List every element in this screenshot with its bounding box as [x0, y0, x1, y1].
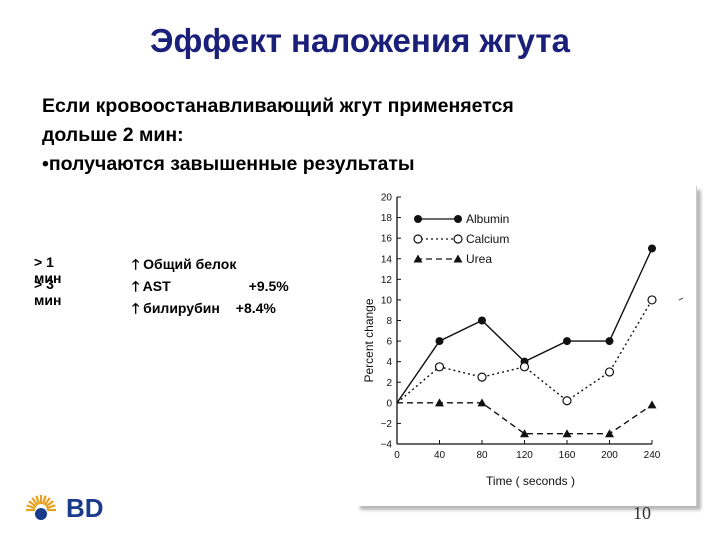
data-point [477, 398, 487, 407]
data-point [647, 295, 657, 305]
legend-label: Albumin [466, 212, 509, 226]
sun-ray [46, 504, 56, 510]
series-line [396, 248, 653, 404]
x-tick-label: 80 [476, 450, 488, 461]
data-point [563, 337, 571, 346]
data-point [604, 367, 615, 377]
sun-ray [43, 497, 51, 506]
data-point [562, 396, 572, 406]
effect-value: 🡑 билирубин +8.4% [132, 298, 276, 322]
data-point [478, 316, 486, 325]
y-tick-label: 0 [386, 398, 392, 409]
y-tick-label: 4 [386, 357, 392, 368]
data-point [477, 372, 487, 382]
duration-label: > 3 мин [34, 276, 62, 308]
sun-ray [31, 497, 39, 506]
y-tick-label: 8 [386, 316, 392, 327]
slide-text: Если кровоостанавливающий жгут применяет… [42, 92, 642, 179]
x-tick-label: 200 [601, 450, 618, 461]
slide-title: Эффект наложения жгута [150, 22, 570, 59]
page-number: 10 [633, 503, 651, 523]
data-point [413, 254, 423, 263]
y-tick-label: 2 [386, 378, 392, 389]
analyte-name: Общий белок [143, 256, 237, 272]
text-line-2: дольше 2 мин: [42, 124, 184, 146]
arrow-up-icon: 🡑 [132, 300, 140, 316]
data-point [647, 400, 657, 409]
y-tick-label: 10 [381, 295, 393, 306]
legend-label: Calcium [466, 232, 509, 246]
analyte-name: билирубин [143, 300, 220, 316]
y-tick-label: −4 [381, 440, 393, 451]
chart-panel: 20 18 16 14 12 10 8 6 4 2 0 −2 −4 0 40 80 120 160 200 240 Ti… [356, 186, 697, 506]
arrow-up-icon: 🡑 [132, 256, 140, 272]
data-point [562, 429, 572, 438]
data-point [605, 429, 614, 438]
sun-ray [26, 504, 36, 510]
y-tick-label: 12 [381, 275, 393, 286]
data-point [435, 337, 444, 346]
x-tick-label: 160 [559, 450, 576, 461]
series-line [397, 402, 653, 435]
data-point [454, 215, 462, 223]
duration-label: > 1 мин [34, 254, 62, 286]
x-tick-label: 40 [434, 450, 446, 461]
sun-core [35, 508, 47, 520]
y-axis-label: Percent change [362, 298, 376, 382]
sun-ray [35, 495, 41, 505]
sun-ray [28, 500, 37, 508]
data-point [453, 254, 463, 263]
sun-ray [45, 500, 54, 508]
y-tick-label: 18 [381, 213, 393, 224]
bd-sunburst-logo-icon: BD [26, 493, 104, 523]
y-tick-label: 16 [381, 234, 393, 245]
data-point [519, 362, 530, 372]
text-line-1: Если кровоостанавливающий жгут применяет… [42, 95, 514, 117]
bullet-item: •получаются завышенные результаты [42, 153, 415, 175]
effect-value: 🡑 Общий белок [132, 254, 248, 278]
percent-change: +8.4% [235, 300, 276, 316]
y-tick-label: −2 [381, 419, 393, 430]
x-tick-label: 120 [516, 450, 533, 461]
data-point [648, 244, 656, 253]
data-point [435, 398, 444, 407]
effect-value: 🡑 AST +9.5% [132, 276, 289, 300]
data-point [434, 362, 445, 372]
data-point [520, 429, 529, 438]
x-tick-label: 240 [644, 450, 661, 461]
series-line [396, 299, 653, 404]
y-tick-label: 20 [381, 193, 393, 204]
data-point [453, 234, 463, 244]
stray-mark [678, 297, 684, 301]
sun-ray [41, 495, 47, 505]
y-tick-label: 6 [386, 337, 392, 348]
sunburst-mark [26, 495, 56, 520]
data-point [414, 215, 422, 223]
percent-change: +9.5% [248, 278, 289, 294]
analyte-name: AST [142, 278, 171, 294]
bd-logo: BD [24, 490, 114, 524]
x-tick-label: 0 [394, 450, 400, 461]
x-axis-label: Time ( seconds ) [486, 474, 575, 488]
y-tick-label: 14 [381, 254, 393, 265]
legend-label: Urea [466, 252, 492, 266]
data-point [605, 337, 614, 346]
arrow-up-icon: 🡑 [132, 278, 140, 294]
data-point [413, 234, 423, 244]
logo-text: BD [66, 493, 104, 523]
